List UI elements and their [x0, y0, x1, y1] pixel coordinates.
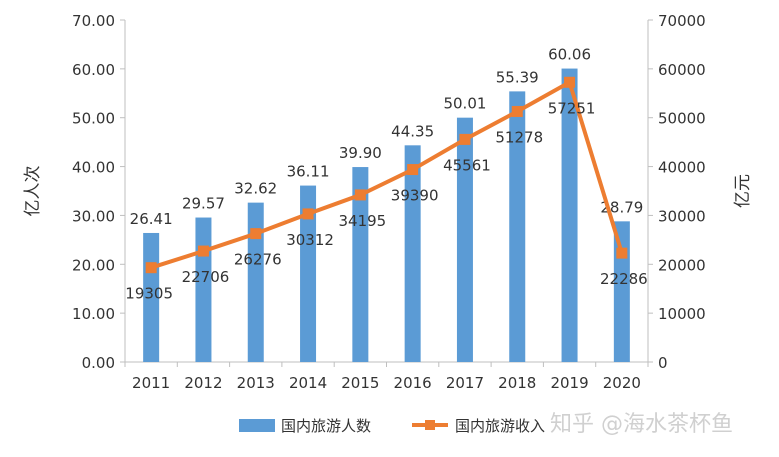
y-tick-label: 70.00 [72, 12, 115, 30]
y-tick-label: 10.00 [72, 305, 115, 323]
bar [613, 221, 630, 362]
line-point [197, 245, 209, 257]
bar-data-label: 44.35 [391, 122, 434, 140]
bar-data-label: 50.01 [443, 95, 486, 113]
income-line [150, 80, 624, 270]
x-tick-label: 2013 [237, 374, 275, 392]
y-tick-label: 30.00 [72, 207, 115, 225]
line-point [145, 262, 157, 274]
line-data-label: 51278 [495, 128, 543, 146]
legend: 国内旅游人数 国内旅游收入 [239, 417, 545, 435]
line-data-label: 26276 [234, 251, 282, 269]
line-point [407, 164, 419, 176]
bar-data-label: 60.06 [548, 46, 591, 64]
x-tick-label: 2019 [550, 374, 588, 392]
x-tick-label: 2015 [341, 374, 379, 392]
y2-tick-label: 70000 [658, 12, 706, 30]
bar-labels-layer: 26.41 29.57 32.62 36.11 39.90 44.35 50.01 55.39… [130, 46, 644, 228]
bar-data-label: 26.41 [130, 210, 173, 228]
line-point [250, 228, 262, 240]
y-tick-label: 40.00 [72, 159, 115, 177]
y2-tick-label: 30000 [658, 207, 706, 225]
x-tick-label: 2018 [498, 374, 536, 392]
bar-data-label: 55.39 [496, 68, 539, 86]
x-tick-label: 2011 [132, 374, 170, 392]
y2-tick-label: 10000 [658, 305, 706, 323]
y2-tick-label: 20000 [658, 256, 706, 274]
bar [561, 68, 578, 363]
line-point [564, 76, 576, 88]
legend-swatch-income-marker [425, 420, 435, 430]
line-point [354, 189, 366, 201]
line-data-label: 57251 [548, 99, 596, 117]
y2-tick-label: 40000 [658, 159, 706, 177]
axes-layer: 0.00 10.00 20.00 30.00 40.00 50.00 60.00 70.00 0… [23, 12, 753, 392]
x-tick-label: 2020 [603, 374, 641, 392]
bar [195, 217, 212, 362]
bar-data-label: 32.62 [234, 180, 277, 198]
line-data-label: 19305 [125, 285, 173, 303]
y-tick-label: 0.00 [82, 354, 115, 372]
x-tick-label: 2016 [394, 374, 432, 392]
y2-tick-label: 60000 [658, 61, 706, 79]
x-tick-label: 2017 [446, 374, 484, 392]
bar [352, 167, 369, 362]
line-point [459, 133, 471, 145]
x-tick-label: 2014 [289, 374, 327, 392]
legend-swatch-people [239, 419, 275, 432]
bar [509, 91, 526, 363]
y-tick-label: 50.00 [72, 110, 115, 128]
legend-label-people: 国内旅游人数 [281, 417, 371, 435]
line-data-label: 34195 [338, 212, 386, 230]
bar-data-label: 29.57 [182, 195, 225, 213]
y2-axis-title: 亿元 [733, 174, 753, 208]
line-data-label: 22286 [600, 270, 648, 288]
line-data-label: 22706 [182, 268, 230, 286]
bar [300, 185, 317, 362]
bar [456, 117, 473, 362]
bar-data-label: 36.11 [287, 163, 330, 181]
y-tick-label: 60.00 [72, 61, 115, 79]
y2-tick-label: 50000 [658, 110, 706, 128]
line-point [511, 105, 523, 117]
line-data-label: 45561 [443, 156, 491, 174]
legend-label-income: 国内旅游收入 [455, 417, 545, 435]
line-layer [145, 76, 628, 274]
x-tick-label: 2012 [184, 374, 222, 392]
bar [247, 202, 264, 362]
y2-tick-label: 0 [658, 354, 668, 372]
bar-data-label: 39.90 [339, 144, 382, 162]
line-point [302, 208, 314, 220]
line-data-label: 39390 [391, 187, 439, 205]
y-axis-title: 亿人次 [23, 166, 43, 217]
y-tick-label: 20.00 [72, 256, 115, 274]
line-point [616, 247, 628, 259]
watermark: 知乎 @海水茶杯鱼 [550, 412, 733, 437]
bar [404, 145, 421, 362]
line-data-label: 30312 [286, 231, 334, 249]
